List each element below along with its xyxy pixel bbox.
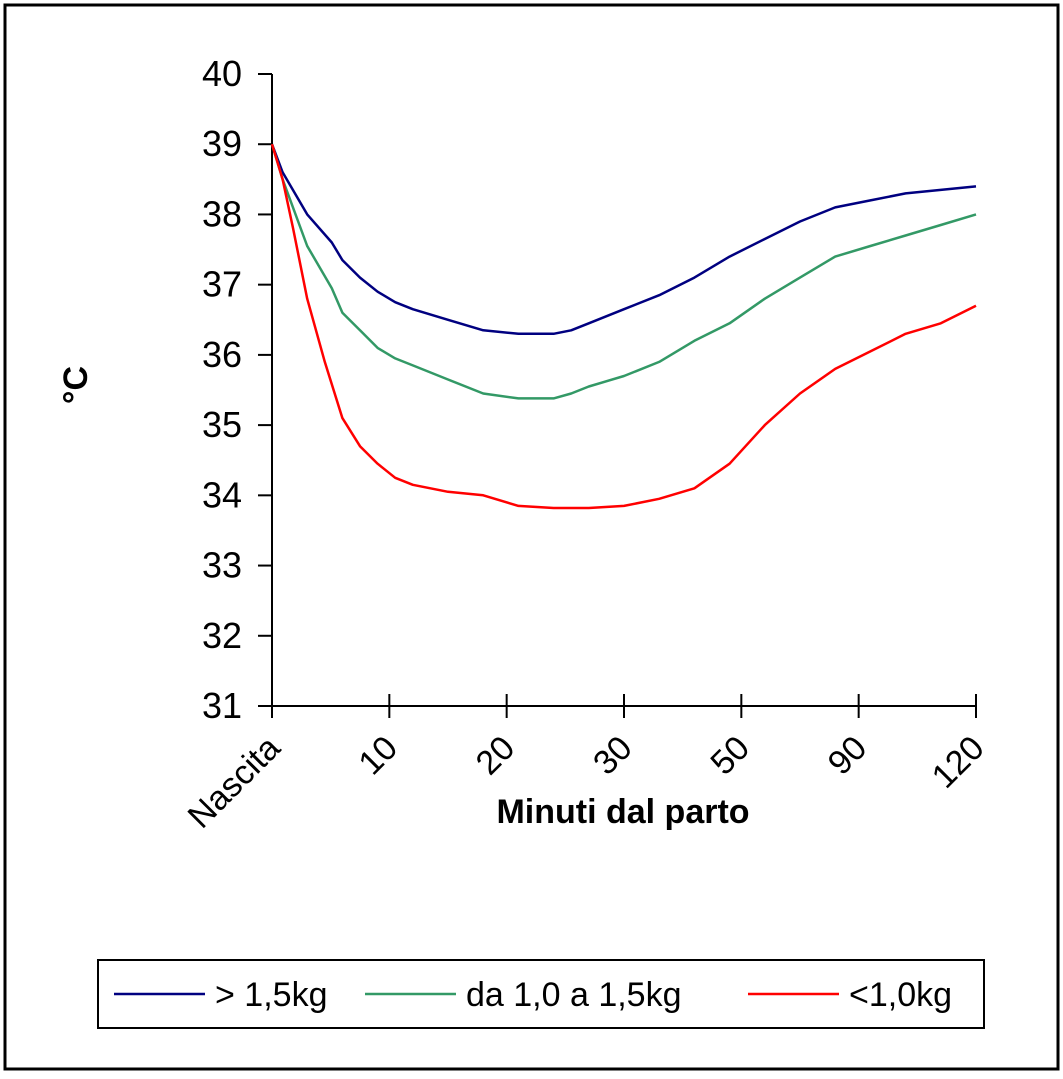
- y-axis-title: °C: [57, 366, 95, 404]
- legend-label-series-1: > 1,5kg: [215, 976, 327, 1014]
- axes: [258, 73, 977, 718]
- series-line-2: [270, 143, 977, 400]
- y-tick-labels: 31 32 33 34 35 36 37 38 39 40: [202, 53, 242, 726]
- y-tick-label: 33: [202, 545, 242, 586]
- chart-border: [3, 3, 1060, 1071]
- y-tick-label: 39: [202, 123, 242, 164]
- y-tick-label: 32: [202, 615, 242, 656]
- legend-label-series-3: <1,0kg: [849, 976, 952, 1014]
- series-lines: [270, 143, 977, 510]
- series-line-1: [270, 143, 977, 336]
- legend-label-series-2: da 1,0 a 1,5kg: [466, 976, 682, 1014]
- y-tick-label: 31: [202, 685, 242, 726]
- y-tick-label: 34: [202, 474, 242, 515]
- y-tick-label: 35: [202, 404, 242, 445]
- series-line-3: [270, 143, 977, 510]
- y-tick-label: 40: [202, 53, 242, 94]
- y-tick-label: 38: [202, 193, 242, 234]
- y-tick-label: 37: [202, 264, 242, 305]
- x-axis-title: Minuti dal parto: [496, 793, 749, 831]
- y-tick-label: 36: [202, 334, 242, 375]
- legend: > 1,5kg da 1,0 a 1,5kg <1,0kg: [97, 959, 985, 1029]
